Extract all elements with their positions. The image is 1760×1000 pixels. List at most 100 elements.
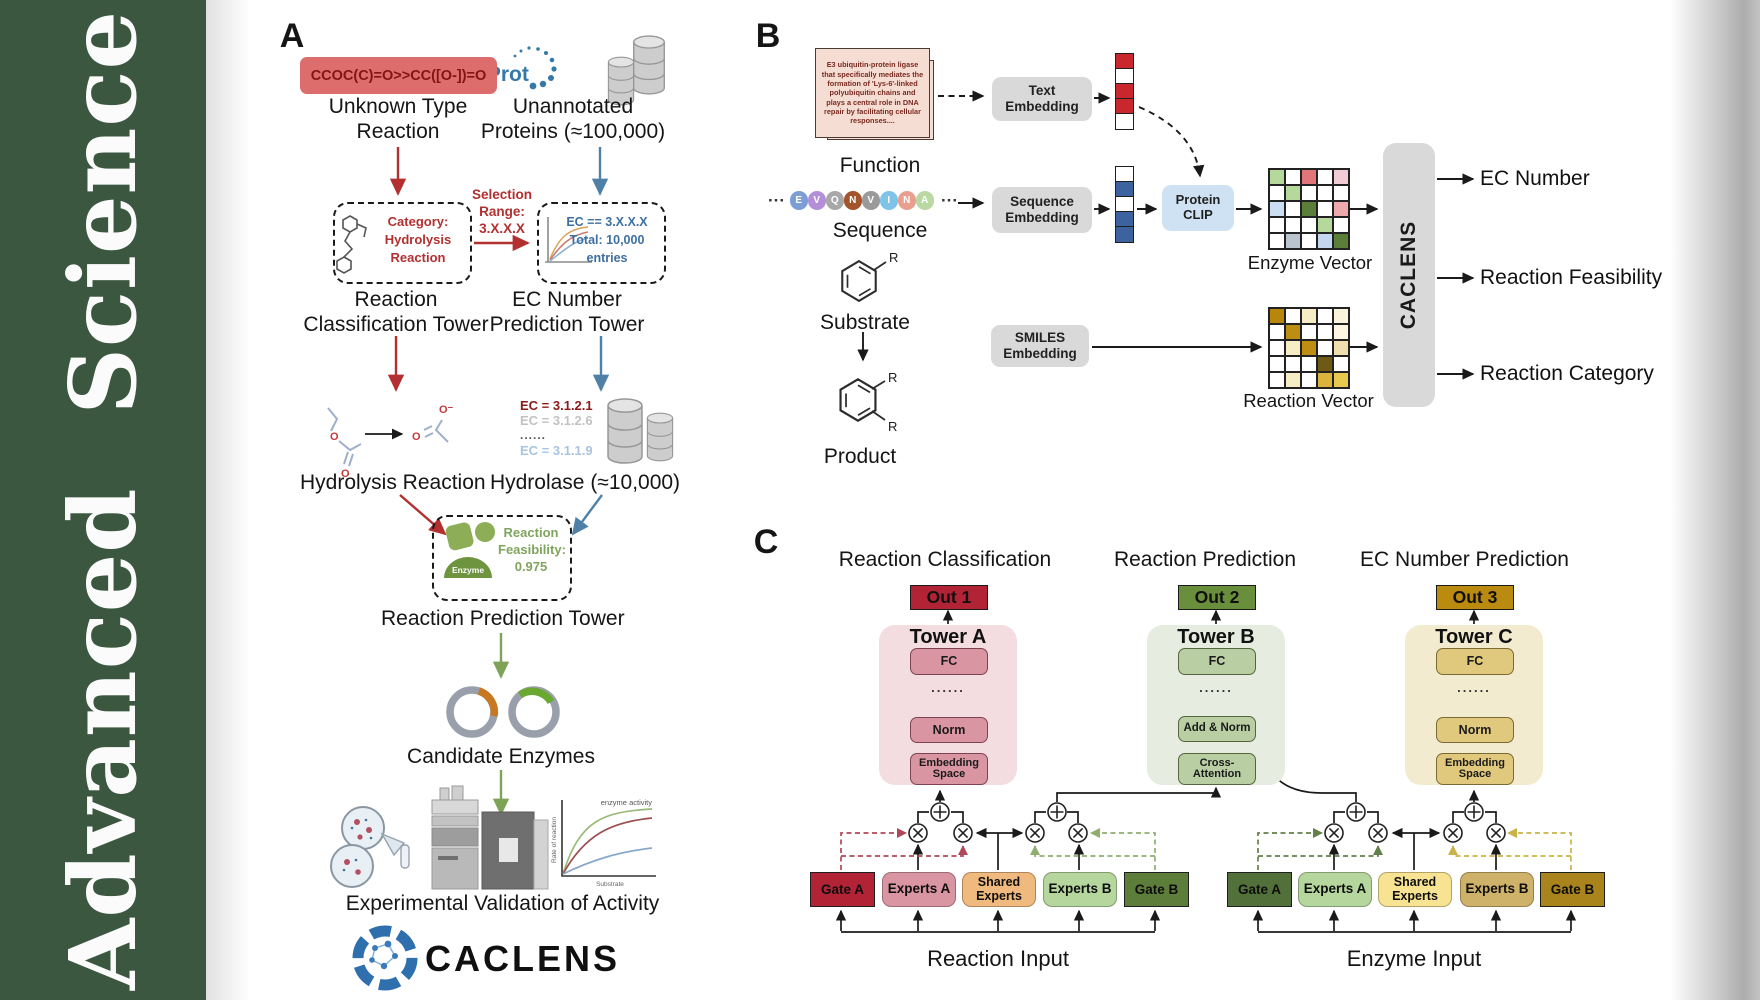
col-title-reaction-prediction: Reaction Prediction [1113,548,1297,571]
grid-cell [1301,169,1317,185]
hydrolase-label: Hydrolase (≈10,000) [489,471,681,494]
ec-item-2: EC = 3.1.2.6 [520,413,593,428]
enzyme-input-label: Enzyme Input [1346,946,1482,971]
panel-c-label: C [753,523,779,561]
grid-cell [1285,233,1301,249]
svg-text:O⁻: O⁻ [439,404,454,416]
product-r-label-2: R [888,419,897,434]
grid-cell [1317,185,1333,201]
page-right-curl [1670,0,1760,1000]
grid-cell [1269,185,1285,201]
tower-a-norm: Norm [910,717,988,743]
classification-dashed-box [333,202,472,284]
grid-cell [1269,308,1285,324]
grid-cell [1317,340,1333,356]
validation-label: Experimental Validation of Activity [345,892,660,915]
hydrolysis-molecule-icon: O O O⁻ O [327,404,454,480]
enzyme-experts-b: Experts B [1460,872,1534,907]
reaction-experts-b: Experts B [1043,872,1117,907]
tower-b-cross-attention: Cross- Attention [1178,753,1256,785]
sequence-embedding-box: Sequence Embedding [992,187,1092,233]
function-label: Function [839,154,921,177]
panel-b-label: B [755,17,781,55]
moe-right-gate-lines [1257,827,1572,870]
caclens-model-box: CACLENS [1383,143,1435,407]
grid-cell [1333,372,1349,388]
tower-c-embedding-space: Embedding Space [1436,753,1514,785]
caclens-wordmark: CACLENS [425,938,621,979]
grid-cell [1317,308,1333,324]
hydrolase-database-icon [607,398,674,464]
grid-cell [1301,185,1317,201]
grid-cell [1317,324,1333,340]
grid-cell [1317,201,1333,217]
hydrolysis-label: Hydrolysis Reaction [300,471,486,494]
reaction-shared-experts: Shared Experts [962,872,1036,907]
grid-cell [1285,169,1301,185]
hplc-instrument-icon [431,785,549,890]
sequence-ellipsis-left: ··· [768,191,785,210]
activity-graph: enzyme activity Rate of reaction Substra… [551,798,656,888]
page-left-shadow [206,0,250,1000]
classification-tower-label: Reaction Classification Tower [303,288,489,336]
enzyme-gate-b: Gate B [1540,872,1605,907]
grid-cell [1269,217,1285,233]
out3-box: Out 3 [1436,585,1514,610]
grid-cell [1285,372,1301,388]
enzyme-gate-a: Gate A [1227,872,1292,907]
grid-cell [1333,308,1349,324]
grid-cell [1301,372,1317,388]
vector-cell [1115,225,1134,243]
grid-cell [1317,233,1333,249]
tower-b-name: Tower B [1177,626,1255,648]
reaction-vector-grid [1268,307,1350,389]
text-embedding-vector [1115,53,1134,130]
grid-cell [1301,356,1317,372]
grid-cell [1269,324,1285,340]
moe-left-gate-lines [840,827,1156,870]
product-r-label-1: R [888,370,897,385]
grid-cell [1285,201,1301,217]
unannotated-proteins-label: Unannotated Proteins (≈100,000) [480,95,666,143]
residue-circle: V [861,191,880,210]
ec-item-4: EC = 3.1.1.9 [520,443,593,458]
moe-operator-nodes [908,802,1506,843]
candidate-enzymes-label: Candidate Enzymes [407,745,595,768]
reaction-experts-a: Experts A [882,872,956,907]
enzyme-experts-a: Experts A [1298,872,1372,907]
tower-a-dots: ...... [931,680,965,695]
tower-c-name: Tower C [1435,626,1513,648]
ec-filter-plot [545,217,592,263]
ec-list: EC = 3.1.2.1 EC = 3.1.2.6 ...... EC = 3.… [520,398,593,458]
enzyme-blob-icon: Enzyme [444,522,495,578]
grid-cell [1285,324,1301,340]
grid-cell [1317,217,1333,233]
selection-range-label: Selection Range: 3.X.X.X [471,187,533,236]
residue-circle: E [789,191,808,210]
caclens-logo-icon [352,925,418,991]
graph-xlabel: Substrate [596,881,624,888]
grid-cell [1269,201,1285,217]
residue-circle: N [897,191,916,210]
output-reaction-feasibility: Reaction Feasibility [1480,266,1663,289]
text-embedding-box: Text Embedding [992,77,1092,121]
tower-a-name: Tower A [909,626,987,648]
product-label: Product [823,445,897,468]
tower-a-fc: FC [910,648,988,675]
tower-b-add-norm: Add & Norm [1178,716,1256,742]
sequence-embedding-vector [1115,166,1134,243]
enzyme-blob-label: Enzyme [452,565,484,575]
col-title-ec-number-prediction: EC Number Prediction [1360,548,1569,571]
journal-band: Advanced Science [0,0,206,1000]
grid-cell [1333,201,1349,217]
grid-cell [1333,185,1349,201]
feasibility-dashed-box [432,515,572,601]
sequence-label: Sequence [832,219,928,242]
ec-filter-label: EC == 3.X.X.X Total: 10,000 entries [566,215,648,265]
output-reaction-category: Reaction Category [1480,362,1654,385]
reaction-input-label: Reaction Input [927,946,1069,971]
residue-circle: N [843,191,862,210]
grid-cell [1285,356,1301,372]
